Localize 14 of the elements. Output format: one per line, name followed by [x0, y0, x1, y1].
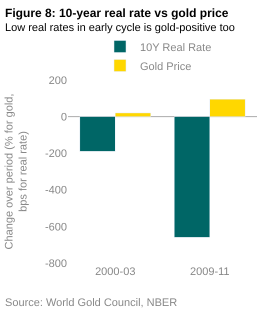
y-tick-label: -600 [44, 221, 67, 234]
legend-label: Gold Price [140, 60, 192, 73]
x-tick-label: 2000-03 [95, 266, 136, 278]
y-tick-label: -200 [44, 148, 67, 160]
source-note: Source: World Gold Council, NBER [5, 297, 178, 309]
y-axis-title: Change over period (% for gold, bps for real rate) [3, 94, 30, 250]
x-tick-label: 2009-11 [190, 266, 230, 278]
y-tick-label: -400 [44, 184, 67, 197]
y-tick-label: -800 [44, 258, 67, 270]
legend-label: 10Y Real Rate [140, 42, 212, 54]
chart-title: Figure 8: 10-year real rate vs gold price [5, 6, 229, 20]
y-tick-label: 0 [60, 111, 67, 124]
y-tick-label: 200 [48, 74, 67, 87]
chart-subtitle: Low real rates in early cycle is gold-positive too [5, 22, 235, 34]
